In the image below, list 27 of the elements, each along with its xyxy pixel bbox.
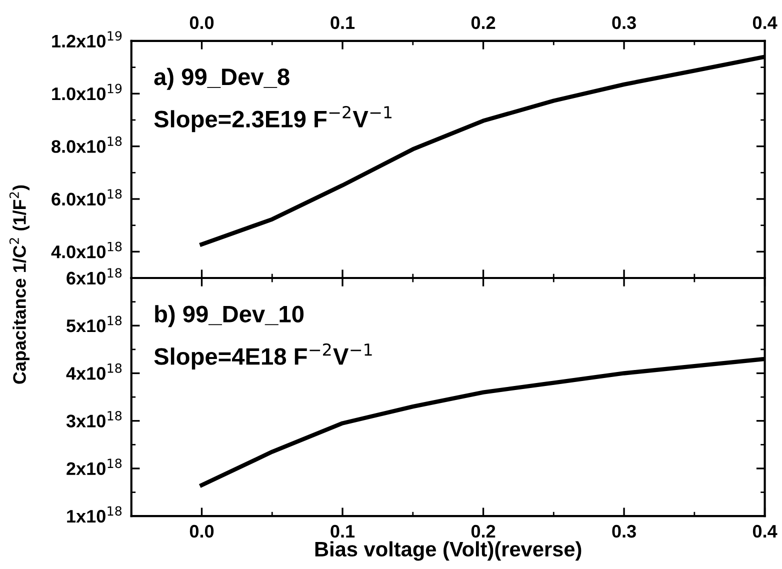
y-tick-label: 6x10$^{18}$ [66, 268, 122, 285]
y-tick-label: 3x10$^{18}$ [66, 410, 122, 428]
x-tick-label: 0.3 [612, 524, 636, 538]
annotation: Slope=4E18 F$^{−2}$V$^{−1}$ [154, 343, 372, 370]
x-tick-label: 0.2 [471, 524, 496, 538]
y-tick-label: 1.0x10$^{19}$ [52, 84, 122, 100]
y-axis-title: Capacitance 1/C$^{2}$ (1/F$^{2}$) [9, 185, 30, 384]
x-tick-label: 0.0 [190, 16, 214, 30]
y-tick-label: 6.0x10$^{18}$ [52, 189, 122, 206]
y-tick-label: 5x10$^{18}$ [66, 316, 122, 332]
annotation: Slope=2.3E19 F$^{−2}$V$^{−1}$ [154, 106, 392, 132]
y-tick-label: 4.0x10$^{18}$ [51, 242, 122, 258]
x-tick-label: 0.1 [330, 16, 355, 30]
x-tick-label: 0.0 [190, 524, 214, 538]
x-tick-label: 0.4 [752, 524, 778, 538]
annotation: b) 99_Dev_10 [155, 305, 304, 328]
y-tick-label: 1x10$^{18}$ [67, 506, 122, 523]
y-tick-label: 1.2x10$^{19}$ [52, 31, 122, 48]
y-tick-label: 4x10$^{18}$ [66, 363, 122, 380]
x-tick-label: 0.2 [471, 16, 496, 30]
x-axis-title: Bias voltage (Volt)(reverse) [315, 541, 582, 561]
annotation: a) 99_Dev_8 [154, 68, 290, 90]
x-tick-label: 0.1 [330, 524, 355, 538]
x-tick-label: 0.3 [612, 16, 636, 30]
y-tick-label: 2x10$^{18}$ [66, 458, 122, 476]
y-tick-label: 8.0x10$^{18}$ [52, 136, 122, 153]
x-tick-label: 0.4 [752, 16, 778, 30]
